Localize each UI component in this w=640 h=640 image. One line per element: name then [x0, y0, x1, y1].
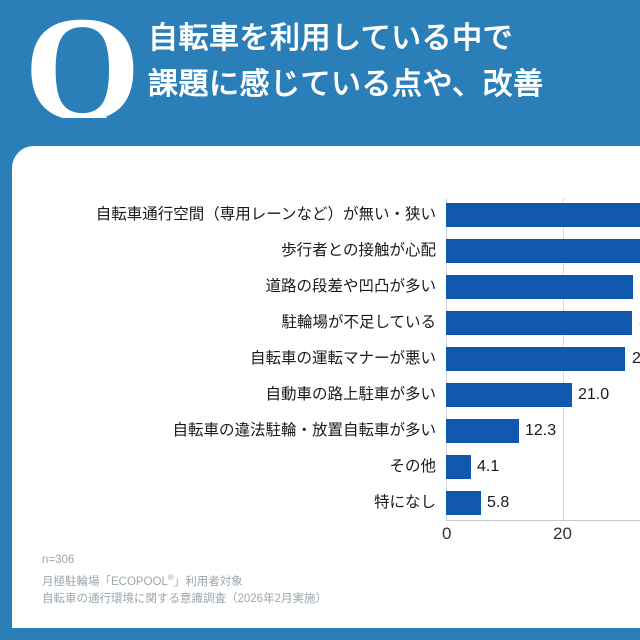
footnote-sample-size: n=306 — [42, 554, 75, 566]
x-tick-label: 0 — [442, 524, 452, 543]
footnote-target: 月極駐輪場「ECOPOOL®」利用者対象 — [42, 569, 327, 591]
bar-row: 駐輪場が不足している 30 — [12, 306, 640, 340]
x-axis-line — [446, 520, 640, 521]
x-tick-label: 20 — [553, 524, 572, 543]
bar-track: 21.0 — [446, 378, 640, 412]
bar-track: 5.8 — [446, 486, 640, 520]
bar-value-label: 21.0 — [578, 386, 610, 403]
header-band: Q 自転車を利用している中で 課題に感じている点や、改善 — [0, 0, 640, 142]
bar-value-label: 29 — [632, 350, 640, 367]
bar-value-label: 5.8 — [487, 494, 510, 511]
bar-row: 自転車の違法駐輪・放置自転車が多い 12.3 — [12, 414, 640, 448]
bar-category-label: 自転車通行空間（専用レーンなど）が無い・狭い — [95, 206, 436, 223]
bar-row: 自転車の運転マナーが悪い 29 — [12, 342, 640, 376]
bar-row: 歩行者との接触が心配 — [12, 234, 640, 268]
bar-row: 自動車の路上駐車が多い 21.0 — [12, 378, 640, 412]
bar-value-label: 4.1 — [477, 458, 500, 475]
page-title: 自転車を利用している中で 課題に感じている点や、改善 — [148, 16, 640, 108]
bar-row: その他 4.1 — [12, 450, 640, 484]
registered-mark-icon: ® — [167, 573, 174, 582]
bar-value-label: 12.3 — [525, 422, 557, 439]
bar-fill — [446, 311, 632, 335]
bar-category-label: 特になし — [373, 494, 436, 511]
bar-category-label: 自転車の違法駐輪・放置自転車が多い — [172, 422, 436, 439]
bar-track — [446, 234, 640, 268]
bar-fill — [446, 455, 471, 479]
bar-track — [446, 198, 640, 232]
bar-category-label: 歩行者との接触が心配 — [281, 242, 436, 259]
page-title-line-2: 課題に感じている点や、改善 — [148, 68, 544, 101]
bar-chart: 自転車通行空間（専用レーンなど）が無い・狭い 歩行者との接触が心配 道路の段差や… — [12, 150, 640, 543]
footnote: n=306 月極駐輪場「ECOPOOL®」利用者対象 自転車の通行環境に関する意… — [42, 552, 327, 608]
bar-category-label: 自動車の路上駐車が多い — [265, 386, 436, 403]
footnote-target-pre: 月極駐輪場「ECOPOOL — [42, 575, 168, 588]
bar-category-label: 道路の段差や凹凸が多い — [265, 278, 436, 295]
bottom-accent-band — [0, 628, 640, 640]
bar-row: 特になし 5.8 — [12, 486, 640, 520]
bar-fill — [446, 383, 572, 407]
bar-track: 4.1 — [446, 450, 640, 484]
bar-fill — [446, 491, 481, 515]
footnote-survey: 自転車の通行環境に関する意識調査（2026年2月実施） — [42, 592, 327, 605]
bar-category-label: 駐輪場が不足している — [281, 314, 436, 331]
bar-fill — [446, 203, 640, 227]
footnote-target-post: 」利用者対象 — [173, 575, 243, 588]
left-accent-strip — [0, 130, 12, 630]
bar-row: 自転車通行空間（専用レーンなど）が無い・狭い — [12, 198, 640, 232]
bar-row: 道路の段差や凹凸が多い 30 — [12, 270, 640, 304]
bar-track: 30 — [446, 270, 640, 304]
bar-track: 29 — [446, 342, 640, 376]
bar-fill — [446, 347, 625, 371]
bar-track: 12.3 — [446, 414, 640, 448]
question-badge: Q — [24, 0, 141, 142]
bar-category-label: 自転車の運転マナーが悪い — [249, 350, 436, 367]
bar-fill — [446, 419, 519, 443]
bar-fill — [446, 239, 640, 263]
bar-fill — [446, 275, 633, 299]
page-title-line-1: 自転車を利用している中で — [148, 22, 514, 55]
bar-category-label: その他 — [389, 458, 436, 475]
bar-track: 30 — [446, 306, 640, 340]
